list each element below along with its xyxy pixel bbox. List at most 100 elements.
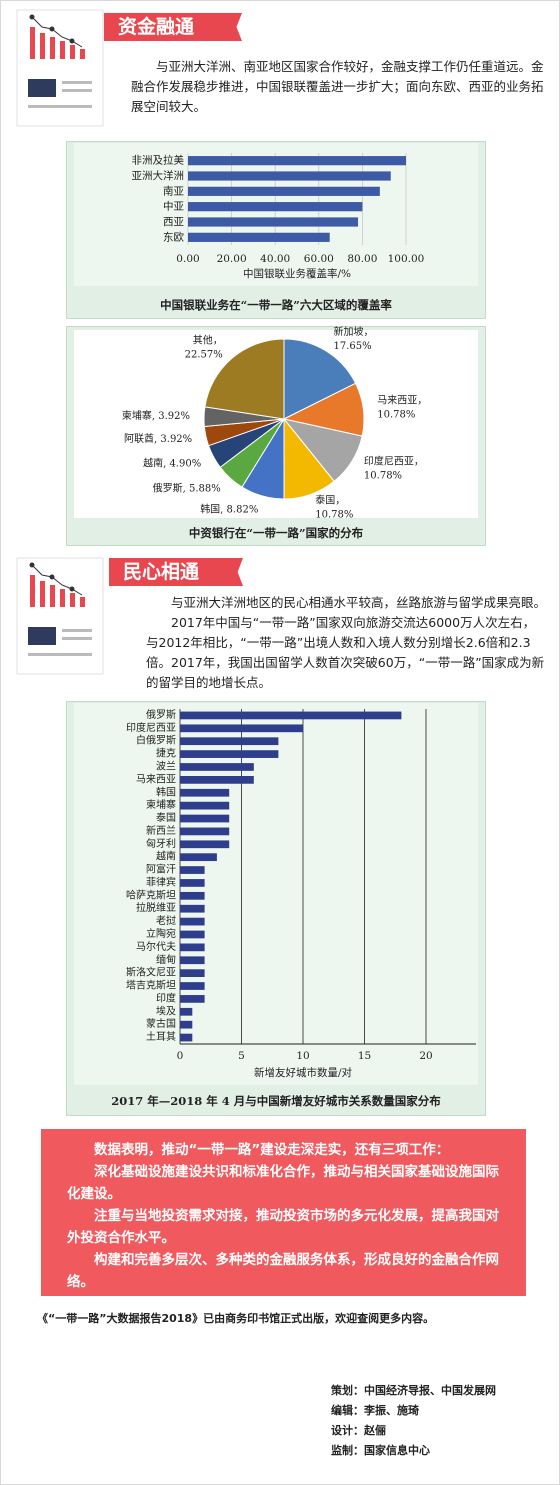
- summary-paragraph: 深化基础设施建设共识和标准化合作，推动与相关国家基础设施国际化建设。: [67, 1164, 499, 1202]
- y-tick-label: 韩国: [156, 785, 176, 798]
- bar: [180, 840, 230, 849]
- y-tick-label: 白俄罗斯: [136, 734, 176, 747]
- bar: [180, 814, 230, 823]
- bar: [180, 879, 205, 887]
- plot-area: [74, 703, 478, 1085]
- note: 《“一带一路”大数据报告2018》已由商务印书馆正式出版，欢迎查阅更多内容。: [37, 1312, 435, 1325]
- y-tick-label: 斯洛文尼亚: [126, 966, 176, 979]
- y-tick-label: 印度: [156, 991, 176, 1004]
- data-label-category: 韩国,: [200, 502, 226, 515]
- data-label-value: 10.78%: [377, 409, 415, 420]
- data-label-value: 17.65%: [333, 341, 371, 352]
- y-tick-label: 俄罗斯: [146, 708, 176, 721]
- bar: [180, 724, 303, 733]
- x-tick-label: 60.00: [304, 253, 334, 265]
- chart-title: 中国银联业务在“一带一路”六大区域的覆盖率: [160, 298, 392, 312]
- bar: [180, 866, 205, 874]
- data-label: 俄罗斯, 5.88%: [153, 481, 221, 494]
- data-label-category: 印度尼西亚，: [364, 454, 424, 467]
- data-label-value: 3.92%: [158, 411, 190, 422]
- data-label-category: 其他，: [193, 333, 223, 346]
- y-tick-label: 东欧: [163, 230, 184, 243]
- bar: [180, 891, 205, 900]
- bar: [180, 956, 205, 965]
- data-label-value: 5.88%: [189, 483, 221, 494]
- y-tick-label: 埃及: [156, 1004, 176, 1017]
- bar: [180, 904, 205, 913]
- x-axis-label: 新增友好城市数量/对: [254, 1066, 353, 1079]
- y-tick-label: 立陶宛: [146, 927, 176, 940]
- bar: [188, 217, 359, 227]
- summary-paragraph: 注重与当地投资需求对接，推动投资市场的多元化发展，提高我国对外投资合作水平。: [67, 1208, 499, 1246]
- section-title: 资金融通: [104, 13, 242, 41]
- y-tick-label: 土耳其: [146, 1030, 176, 1043]
- bar: [180, 1033, 193, 1042]
- y-tick-label: 柬埔寨: [146, 798, 176, 811]
- bar: [188, 156, 406, 166]
- chart-title: 中资银行在“一带一路”国家的分布: [189, 526, 364, 540]
- y-tick-label: 蒙古国: [146, 1017, 176, 1030]
- x-tick-label: 40.00: [260, 253, 290, 265]
- x-tick-label: 80.00: [347, 253, 377, 265]
- y-tick-label: 马来西亚: [136, 773, 176, 785]
- data-label-value: 4.90%: [169, 458, 201, 469]
- bar: [180, 930, 205, 939]
- summary-paragraph: 构建和完善多层次、多种类的金融服务体系，形成良好的金融合作网络。: [67, 1252, 499, 1290]
- data-label-value: 8.82%: [227, 504, 259, 515]
- section-icon: [16, 9, 104, 127]
- y-tick-label: 非洲及拉美: [132, 154, 185, 167]
- section-icon: [16, 557, 104, 675]
- x-tick-label: 0.00: [176, 253, 199, 265]
- summary-paragraph: 数据表明，推动“一带一路”建设走深走实，还有三项工作：: [94, 1142, 450, 1158]
- data-label-category: 柬埔寨,: [122, 409, 158, 422]
- bar: [180, 1007, 193, 1016]
- data-label: 泰国， 10.78%: [315, 493, 353, 520]
- bar: [180, 995, 205, 1003]
- y-tick-label: 亚洲大洋洲: [132, 169, 185, 182]
- x-tick-label: 15: [358, 1050, 371, 1062]
- y-tick-label: 匈牙利: [146, 837, 176, 850]
- bar: [180, 801, 230, 810]
- data-label-category: 马来西亚，: [377, 394, 427, 406]
- x-tick-label: 5: [238, 1050, 245, 1062]
- y-tick-label: 塔吉克斯坦: [126, 979, 176, 992]
- y-tick-label: 越南: [156, 850, 176, 863]
- bar: [180, 763, 254, 771]
- bar: [180, 1020, 193, 1029]
- bar: [188, 202, 363, 212]
- plot-area: [74, 143, 478, 286]
- bar: [188, 186, 380, 196]
- y-tick-label: 新西兰: [146, 824, 176, 837]
- summary-box: 数据表明，推动“一带一路”建设走深走实，还有三项工作： 深化基础设施建设共识和标…: [41, 1129, 526, 1296]
- x-tick-label: 0: [177, 1050, 184, 1062]
- bar: [180, 969, 205, 977]
- y-tick-label: 印度尼西亚: [126, 721, 176, 734]
- bar: [180, 853, 217, 862]
- x-axis-label: 中国银联业务覆盖率/%: [243, 267, 351, 280]
- chart: 2017 年—2018 年 4 月与中国新增友好城市关系数量国家分布 0 5 10 15…: [66, 701, 486, 1116]
- x-tick-label: 20.00: [217, 253, 247, 265]
- bar: [180, 827, 230, 836]
- y-tick-label: 马尔代夫: [136, 940, 176, 953]
- y-tick-label: 泰国: [156, 811, 176, 824]
- y-tick-label: 老挝: [156, 914, 176, 927]
- x-tick-label: 10: [296, 1050, 309, 1062]
- bar: [180, 982, 205, 990]
- credit: 设计：赵俪: [331, 1424, 386, 1437]
- y-tick-label: 波兰: [156, 759, 176, 772]
- section-paragraph: 与亚洲大洋洲地区的民心相通水平较高，丝路旅游与留学成果亮眼。: [171, 595, 547, 610]
- bar: [180, 917, 205, 926]
- data-label-value: 10.78%: [315, 509, 353, 520]
- pie-slice: [283, 338, 357, 420]
- chart-title: 2017 年—2018 年 4 月与中国新增友好城市关系数量国家分布: [111, 1094, 441, 1108]
- data-label: 阿联酋, 3.92%: [124, 432, 192, 445]
- credit: 监制：国家信息中心: [331, 1444, 430, 1457]
- y-tick-label: 西亚: [163, 216, 184, 228]
- bar: [180, 943, 205, 952]
- data-label: 马来西亚， 10.78%: [377, 394, 427, 420]
- data-label: 越南, 4.90%: [143, 456, 201, 469]
- x-tick-label: 20: [419, 1050, 432, 1062]
- y-tick-label: 菲律宾: [146, 875, 176, 888]
